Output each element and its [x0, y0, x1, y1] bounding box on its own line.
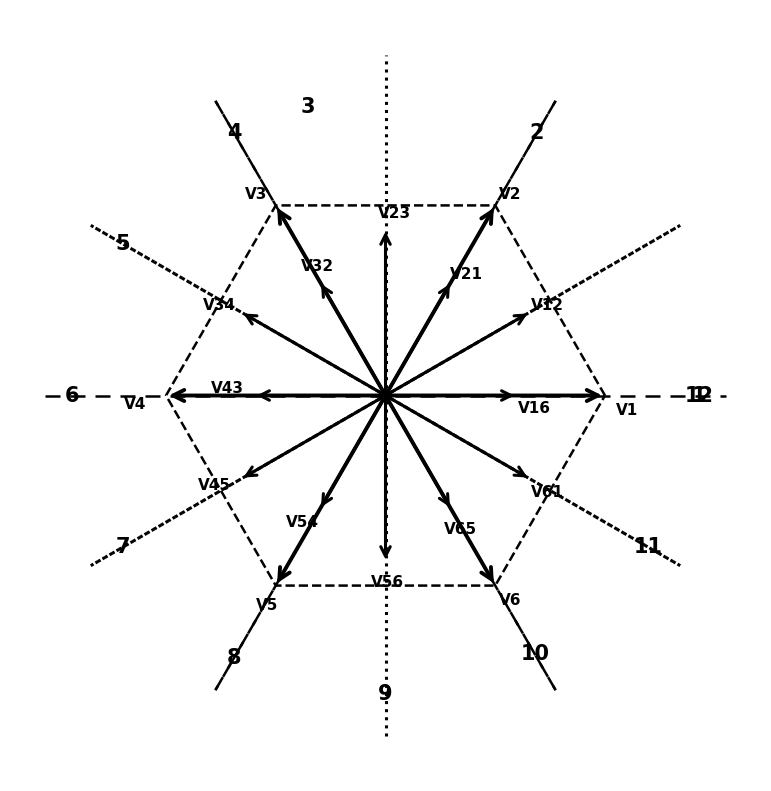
Text: V34: V34 — [203, 298, 236, 313]
Text: V43: V43 — [211, 381, 244, 396]
Text: V5: V5 — [256, 598, 278, 613]
Text: V1: V1 — [616, 403, 638, 418]
Text: V54: V54 — [285, 515, 318, 530]
Text: V12: V12 — [531, 298, 564, 313]
Text: 11: 11 — [633, 537, 662, 557]
Text: 7: 7 — [116, 537, 130, 557]
Text: 2: 2 — [530, 123, 544, 143]
Text: 8: 8 — [227, 648, 241, 668]
Text: V56: V56 — [371, 574, 404, 589]
Text: V65: V65 — [443, 522, 476, 537]
Text: 5: 5 — [116, 234, 130, 254]
Text: 12: 12 — [685, 385, 714, 406]
Text: V61: V61 — [531, 485, 564, 500]
Text: 4: 4 — [227, 123, 241, 143]
Text: V2: V2 — [500, 187, 522, 202]
Text: V3: V3 — [245, 187, 268, 202]
Text: V16: V16 — [518, 401, 551, 416]
Text: V21: V21 — [450, 267, 483, 282]
Text: 10: 10 — [520, 644, 549, 664]
Text: 6: 6 — [64, 385, 79, 406]
Text: 1: 1 — [692, 385, 707, 406]
Text: 9: 9 — [379, 684, 392, 704]
Text: V4: V4 — [124, 397, 146, 412]
Text: V6: V6 — [500, 593, 522, 608]
Text: 3: 3 — [301, 97, 315, 117]
Text: V45: V45 — [198, 478, 231, 493]
Text: V23: V23 — [378, 206, 411, 221]
Text: V32: V32 — [301, 259, 334, 274]
